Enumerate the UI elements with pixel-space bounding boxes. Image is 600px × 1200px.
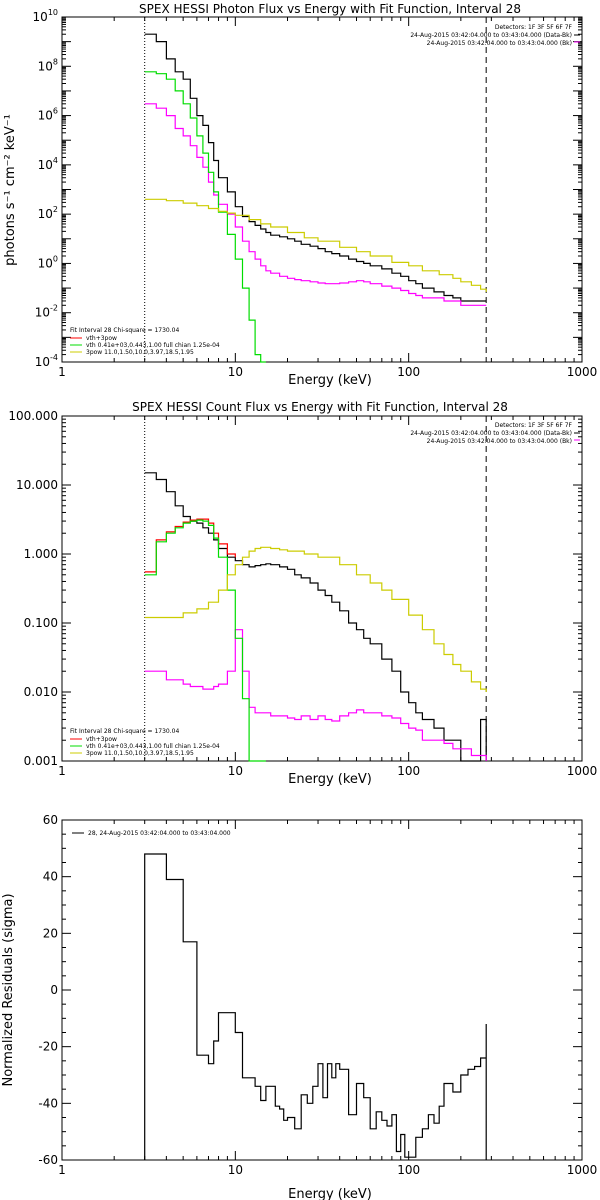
photon-flux-header: Detectors: 1F 3F 5F 6F 7F 24-Aug-2015 03…	[410, 24, 580, 47]
residuals-axes: 1 10 100 1000 -60 -40 -20 0 20 40 60	[38, 813, 597, 1177]
residuals-series	[144, 853, 487, 1160]
y-tick-label: 20	[43, 926, 58, 940]
residuals-ylabel: Normalized Residuals (sigma)	[1, 893, 16, 1086]
photon-flux-title: SPEX HESSI Photon Flux vs Energy with Fi…	[139, 2, 521, 16]
series-vth	[144, 71, 266, 363]
series-pow	[144, 546, 487, 692]
photon-flux-ylabel: photons s⁻¹ cm⁻² keV⁻¹	[3, 114, 18, 266]
count-flux-pow-label: 3pow 11.0,1.50,10.0,3.97,18.5,1.95	[86, 750, 194, 757]
photon-flux-vth-label: vth 0.41e+03,0.443,1.00 full chian 1.25e…	[86, 342, 220, 349]
residuals-legend: 28, 24-Aug-2015 03:42:04.000 to 03:43:04…	[72, 830, 231, 837]
x-tick-label: 1000	[567, 764, 598, 778]
x-tick-label: 10	[228, 1163, 243, 1177]
y-tick-label: 60	[43, 813, 58, 827]
count-flux-xlabel: Energy (keV)	[288, 772, 372, 787]
x-tick-label: 1	[58, 764, 66, 778]
x-tick-label: 1000	[567, 365, 598, 379]
count-flux-frame	[61, 415, 583, 762]
y-tick-label: 1.000	[24, 547, 58, 561]
y-tick-label: -40	[38, 1096, 58, 1110]
residuals-xlabel: Energy (keV)	[288, 1187, 372, 1200]
residuals-label: 28, 24-Aug-2015 03:42:04.000 to 03:43:04…	[88, 830, 231, 837]
series-data	[144, 472, 487, 762]
count-flux-panel: SPEX HESSI Count Flux vs Energy with Fit…	[8, 400, 597, 787]
series-vth	[144, 519, 266, 762]
photon-flux-series	[144, 17, 487, 363]
x-tick-label: 1	[58, 365, 66, 379]
y-tick-label: 40	[43, 870, 58, 884]
photon-flux-xlabel: Energy (keV)	[288, 373, 372, 388]
y-tick-label: 100.000	[8, 409, 58, 423]
series-background	[144, 103, 487, 306]
series-background	[144, 629, 487, 761]
y-tick-label: 0.001	[24, 754, 58, 768]
y-tick-label: 0.100	[24, 616, 58, 630]
x-tick-label: 1	[58, 1163, 66, 1177]
x-tick-label: 100	[397, 365, 420, 379]
y-tick-label: 0	[50, 983, 58, 997]
x-tick-label: 1000	[567, 1163, 598, 1177]
x-tick-label: 100	[397, 1163, 420, 1177]
photon-flux-total-label: vth+3pow	[86, 335, 117, 342]
series-data	[144, 33, 487, 302]
count-flux-axes: 1 10 100 1000 0.001 0.010 0.100 1.000 10.000 100.…	[8, 409, 597, 778]
count-flux-bk-interval: 24-Aug-2015 03:42:04.000 to 03:43:04.000…	[427, 438, 572, 445]
x-tick-label: 100	[397, 764, 420, 778]
count-flux-header: Detectors: 1F 3F 5F 6F 7F 24-Aug-2015 03…	[410, 422, 580, 445]
count-flux-vth-label: vth 0.41e+03,0.443,1.00 full chian 1.25e…	[86, 743, 220, 750]
photon-flux-detectors: Detectors: 1F 3F 5F 6F 7F	[495, 24, 573, 31]
count-flux-detectors: Detectors: 1F 3F 5F 6F 7F	[495, 422, 573, 429]
x-tick-label: 10	[228, 365, 243, 379]
photon-flux-pow-label: 3pow 11.0,1.50,10.0,3.97,18.5,1.95	[86, 349, 194, 356]
y-tick-label: -60	[38, 1153, 58, 1167]
photon-flux-panel: SPEX HESSI Photon Flux vs Energy with Fi…	[3, 2, 597, 388]
photon-flux-data-interval: 24-Aug-2015 03:42:04.000 to 03:43:04.000…	[410, 32, 572, 39]
count-flux-fit-info: Fit Interval 28 Chi-square = 1730.04	[70, 728, 179, 735]
count-flux-data-interval: 24-Aug-2015 03:42:04.000 to 03:43:04.000…	[410, 430, 572, 437]
photon-flux-bk-interval: 24-Aug-2015 03:42:04.000 to 03:43:04.000…	[427, 40, 572, 47]
photon-flux-fit-info: Fit Interval 28 Chi-square = 1730.04	[70, 327, 179, 334]
count-flux-total-label: vth+3pow	[86, 736, 117, 743]
count-flux-legend: Fit Interval 28 Chi-square = 1730.04 vth…	[70, 728, 220, 757]
count-flux-series	[144, 416, 487, 762]
x-tick-label: 10	[228, 764, 243, 778]
series-resid	[144, 853, 487, 1160]
photon-flux-legend: Fit Interval 28 Chi-square = 1730.04 vth…	[70, 327, 220, 356]
y-tick-label: 10.000	[16, 478, 58, 492]
y-tick-label: -20	[38, 1040, 58, 1054]
y-tick-label: 0.010	[24, 685, 58, 699]
count-flux-title: SPEX HESSI Count Flux vs Energy with Fit…	[132, 400, 508, 414]
series-pow	[144, 198, 487, 292]
